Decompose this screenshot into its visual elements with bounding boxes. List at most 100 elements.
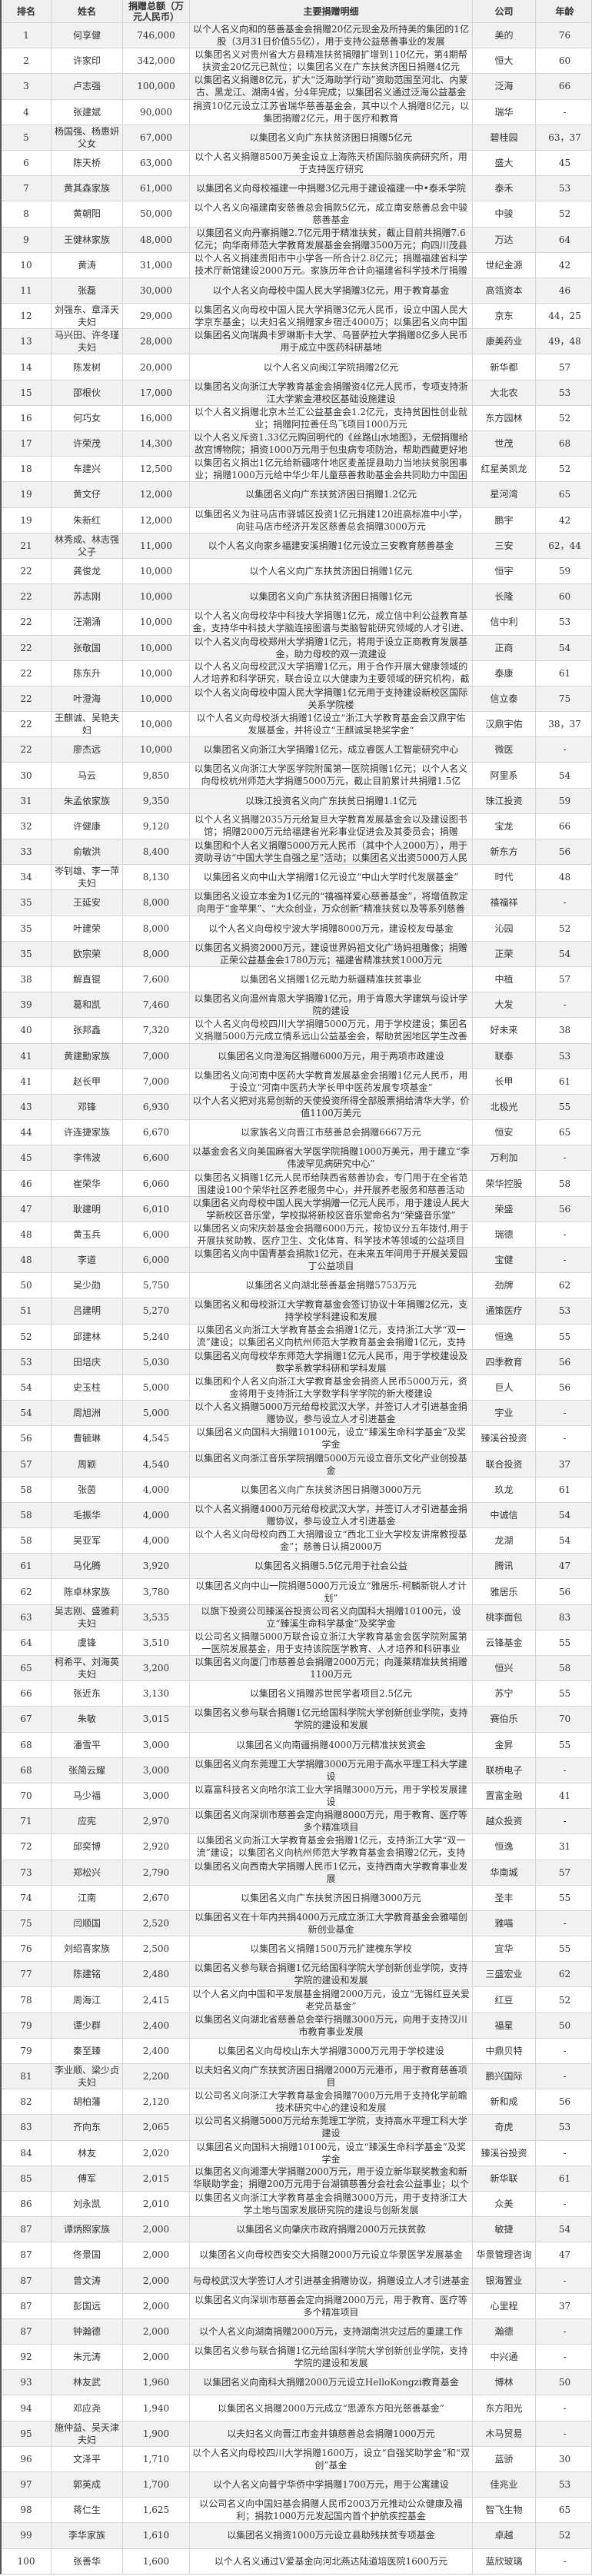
table-row: 43 邓锋 6,930 以个人名义把对兆易创新的天使投资所得全部股票捐给清华大学，价值… bbox=[2, 1093, 591, 1120]
amount-cell-text: 2,065 bbox=[142, 2122, 170, 2133]
name-cell-text: 柯希平、刘海英夫妇 bbox=[54, 1657, 119, 1680]
amount-cell-text: 2,920 bbox=[142, 1841, 170, 1853]
rank-cell-text: 2 bbox=[23, 55, 29, 67]
company-cell-text: 时代 bbox=[494, 872, 514, 883]
age-cell: 57 bbox=[536, 1860, 592, 1885]
age-cell: 52 bbox=[536, 1987, 592, 2012]
detail-cell-text: 以个人名义向母校武汉大学捐赠1亿元，用于合作开展大健康领域的人才培养和科学研究，… bbox=[192, 661, 470, 685]
rank-cell-text: 12 bbox=[20, 311, 32, 322]
name-cell-text: 朱新红 bbox=[72, 514, 101, 526]
detail-cell-text: 以公司名义向中国妇基会捐赠人民币2003万元推动公众健康及福利；捐款1000万元… bbox=[199, 2498, 463, 2522]
name-cell-text: 史玉柱 bbox=[72, 1382, 101, 1394]
age-cell: - bbox=[536, 992, 592, 1017]
detail-cell-text: 以集团名义向深圳市慈善会定向捐赠8000万元，用于教育、医疗等多个精准项目 bbox=[195, 1810, 467, 1833]
name-cell-text: 傅军 bbox=[77, 2172, 96, 2184]
company-cell-text: 荣盛 bbox=[494, 1203, 514, 1215]
amount-cell-text: 10,000 bbox=[140, 617, 172, 628]
name-cell-text: 黄朝阳 bbox=[72, 208, 101, 220]
name-cell-text: 谭炳照家族 bbox=[63, 2224, 110, 2235]
name-cell: 张敬国 bbox=[52, 635, 123, 660]
amount-cell-text: 48,000 bbox=[140, 234, 172, 245]
age-cell: 52 bbox=[536, 201, 592, 226]
detail-cell: 以集团名义向南科大捐赠2000万元设立HelloKongzi教育基金 bbox=[190, 2370, 473, 2395]
detail-cell: 以集团名义捐赠8亿元，扩大“泛海助学行动”资助范围至河北、内蒙古、黑龙江、湖南4… bbox=[190, 74, 473, 99]
table-header: 排名 姓名 捐赠总额（万元人民币） 主要捐赠明细 公司 年龄 bbox=[2, 0, 591, 22]
amount-cell: 4,540 bbox=[123, 1451, 190, 1477]
amount-cell-text: 2,200 bbox=[142, 2071, 170, 2082]
rank-cell-text: 1 bbox=[23, 30, 29, 42]
company-cell: 恒大 bbox=[473, 48, 536, 74]
company-cell-text: 联桥电子 bbox=[485, 1764, 523, 1776]
amount-cell-text: 3,000 bbox=[142, 1790, 170, 1802]
amount-cell: 1,960 bbox=[123, 2370, 190, 2395]
name-cell: 钟瀚德 bbox=[52, 2318, 123, 2345]
age-cell: - bbox=[536, 1248, 592, 1272]
name-cell: 黄朝阳 bbox=[52, 201, 123, 227]
age-cell-text: 47 bbox=[558, 1561, 571, 1572]
name-cell: 张建斌 bbox=[52, 99, 123, 125]
amount-cell: 20,000 bbox=[123, 354, 190, 380]
amount-cell: 16,000 bbox=[123, 405, 190, 430]
company-cell: 瀚德 bbox=[473, 2318, 536, 2345]
amount-cell: 5,000 bbox=[123, 1401, 190, 1426]
rank-cell: 75 bbox=[2, 1910, 52, 1936]
name-cell: 张邦鑫 bbox=[52, 1018, 123, 1043]
age-cell-text: 56 bbox=[558, 846, 571, 858]
company-cell-text: 新华联 bbox=[490, 2172, 518, 2184]
rank-cell-text: 97 bbox=[20, 2479, 32, 2491]
name-cell-text: 黄涛 bbox=[77, 259, 96, 271]
detail-cell: 以集团名义向广东扶贫济困日捐赠5亿元 bbox=[190, 125, 473, 150]
name-cell-text: 崔荣华 bbox=[72, 1178, 101, 1189]
name-cell-text: 吴亚军 bbox=[72, 1535, 101, 1547]
detail-cell-text: 以个人名义向母校郑州大学捐赠1亿元，将用于设立正商教育发展基金，助力母校的双一流… bbox=[194, 636, 468, 660]
age-cell: 60 bbox=[536, 48, 592, 73]
amount-cell-text: 5,030 bbox=[142, 1356, 170, 1368]
detail-cell: 以集团名义向浙江大学教育基金会捐赠1亿元，支持浙江大学“双一流”建设；以集团名义… bbox=[190, 1834, 473, 1860]
company-cell-text: 劲牌 bbox=[494, 1280, 514, 1291]
rank-cell-text: 32 bbox=[20, 820, 32, 832]
name-cell-text: 李道 bbox=[77, 1255, 96, 1266]
detail-cell: 以集团名义向国科大捐赠10100元，设立“臻溪生命科学基金”及奖学金 bbox=[190, 2140, 473, 2166]
name-cell-text: 张磊 bbox=[77, 284, 96, 296]
table-row: 22 苏志刚 10,000 以集团名义向广东扶贫济困日捐赠1亿元 长隆 60 bbox=[2, 583, 591, 610]
rank-cell-text: 35 bbox=[20, 948, 32, 959]
company-cell-text: 大北农 bbox=[490, 387, 518, 398]
rank-cell: 41 bbox=[2, 1069, 52, 1094]
company-cell: 龙湖 bbox=[473, 1528, 536, 1554]
name-cell: 张茵 bbox=[52, 1477, 123, 1502]
amount-cell: 2,970 bbox=[123, 1809, 190, 1834]
company-cell: 金昇 bbox=[473, 1732, 536, 1757]
name-cell: 闫顺国 bbox=[52, 1910, 123, 1936]
company-cell-text: 鹏兴国际 bbox=[485, 2071, 523, 2082]
company-cell-text: 汉鼎宇佑 bbox=[485, 719, 523, 730]
age-cell-text: 61 bbox=[558, 667, 571, 679]
name-cell: 陈建铭 bbox=[52, 1962, 123, 1987]
amount-cell: 7,320 bbox=[123, 1018, 190, 1043]
detail-cell: 以公司名义向浙江大学教育基金会捐赠7000万元用于支持化学前瞻技术研究中心的建设… bbox=[190, 2089, 473, 2115]
company-cell: 大发 bbox=[473, 992, 536, 1018]
detail-cell-text: 以个人名义通过V爱基金向河北燕达陆道培医院1600万元 bbox=[214, 2555, 448, 2567]
company-cell: 劲牌 bbox=[473, 1273, 536, 1298]
rank-cell: 100 bbox=[2, 2548, 52, 2574]
name-cell: 邓应尧 bbox=[52, 2395, 123, 2421]
table-row: 74 江南 2,670 以集团名义向广东扶贫济困日捐赠3000万元 圣丰 55 bbox=[2, 1884, 591, 1910]
name-cell-text: 闫顺国 bbox=[72, 1917, 101, 1929]
amount-cell: 3,920 bbox=[123, 1554, 190, 1579]
age-cell: 56 bbox=[536, 1579, 592, 1604]
amount-cell-text: 6,600 bbox=[142, 1152, 170, 1164]
rank-cell-text: 58 bbox=[20, 1535, 32, 1547]
amount-cell: 48,000 bbox=[123, 227, 190, 252]
amount-cell-text: 6,930 bbox=[142, 1101, 170, 1112]
age-cell: 53 bbox=[536, 2472, 592, 2497]
table-row: 22 龚俊龙 10,000 以个人名义向广东扶贫济困日捐赠1亿元 恒宇 59 bbox=[2, 557, 591, 584]
name-cell-text: 龚俊龙 bbox=[72, 566, 101, 577]
age-cell: 65 bbox=[536, 1120, 592, 1145]
amount-cell-text: 7,600 bbox=[142, 974, 170, 986]
name-cell-text: 黄文仔 bbox=[72, 489, 101, 500]
table-row: 19 黄文仔 12,000 以集团名义向广东扶贫济困日捐赠1.2亿元 星河湾 65 bbox=[2, 481, 591, 507]
age-cell-text: 41 bbox=[558, 1790, 571, 1802]
age-cell: 62 bbox=[536, 1273, 592, 1298]
table-row: 81 李业顺、梁少贞夫妇 2,200 以夫妇名义向广东扶贫济困日捐赠2000万元港币，… bbox=[2, 2063, 591, 2089]
company-cell: 高瓴资本 bbox=[473, 278, 536, 304]
rank-cell-text: 70 bbox=[20, 1790, 32, 1802]
